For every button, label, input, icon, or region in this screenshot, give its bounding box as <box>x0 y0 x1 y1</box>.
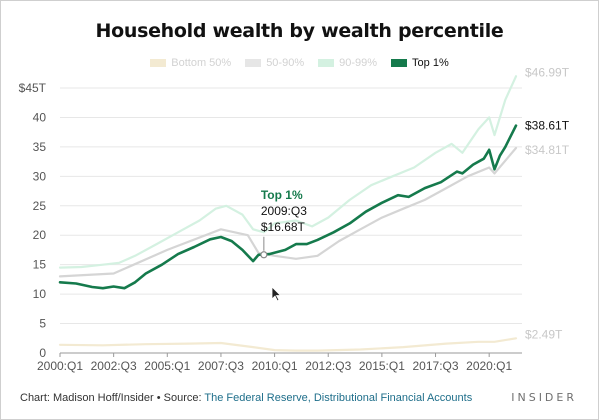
y-tick-label: 35 <box>33 140 47 154</box>
legend-item-50-90[interactable]: 50-90% <box>245 57 304 69</box>
legend-label: 50-90% <box>266 57 305 69</box>
end-label-50-90: $34.81T <box>525 143 570 157</box>
x-tick-label: 2002:Q3 <box>91 359 137 373</box>
legend-item-90-99[interactable]: 90-99% <box>318 57 377 69</box>
y-tick-label: 20 <box>33 228 47 242</box>
annotation-value: $16.68T <box>261 220 306 234</box>
x-tick-label: 2000:Q1 <box>37 359 83 373</box>
annotation-series: Top 1% <box>261 188 303 202</box>
end-label-top-1: $38.61T <box>525 119 570 133</box>
chart-legend: Bottom 50% 50-90% 90-99% Top 1% <box>0 57 599 69</box>
series-line-top-1 <box>58 124 518 290</box>
chart-source: Chart: Madison Hoff/Insider • Source: Th… <box>20 392 472 404</box>
x-tick-label: 2015:Q1 <box>359 359 405 373</box>
x-tick-label: 2020:Q1 <box>466 359 512 373</box>
y-tick-label: 0 <box>39 346 46 360</box>
chart-title: Household wealth by wealth percentile <box>95 20 504 42</box>
y-tick-label: 15 <box>33 258 47 272</box>
legend-item-top-1[interactable]: Top 1% <box>391 57 449 69</box>
x-tick-label: 2017:Q3 <box>413 359 459 373</box>
y-tick-label: 25 <box>33 199 47 213</box>
source-prefix: Chart: Madison Hoff/Insider • Source: <box>20 392 205 404</box>
end-label-bottom-50: $2.49T <box>525 327 563 341</box>
x-tick-label: 2010:Q1 <box>252 359 298 373</box>
annotation-marker <box>260 251 268 259</box>
legend-swatch <box>150 59 167 67</box>
y-tick-label: 40 <box>33 110 47 124</box>
legend-item-bottom-50[interactable]: Bottom 50% <box>150 57 231 69</box>
source-link[interactable]: The Federal Reserve, Distributional Fina… <box>204 392 473 404</box>
legend-label: Top 1% <box>412 57 449 69</box>
series-line-50-90 <box>58 146 518 278</box>
series-line-90-99 <box>58 75 518 269</box>
y-tick-label: 30 <box>33 169 47 183</box>
end-label-90-99: $46.99T <box>525 65 570 79</box>
y-tick-label: 10 <box>33 287 47 301</box>
legend-swatch <box>245 59 262 67</box>
mouse-cursor-icon <box>271 286 282 302</box>
x-tick-label: 2007:Q3 <box>198 359 244 373</box>
y-tick-label: $45T <box>19 81 47 95</box>
legend-label: 90-99% <box>339 57 378 69</box>
series-line-bottom-50 <box>58 337 518 352</box>
legend-swatch <box>318 59 335 67</box>
x-tick-label: 2012:Q3 <box>305 359 351 373</box>
y-tick-label: 5 <box>39 317 46 331</box>
legend-label: Bottom 50% <box>171 57 232 69</box>
annotation-period: 2009:Q3 <box>261 204 307 218</box>
legend-swatch <box>391 59 408 67</box>
x-tick-label: 2005:Q1 <box>144 359 190 373</box>
insider-logo: INSIDER <box>511 391 577 404</box>
